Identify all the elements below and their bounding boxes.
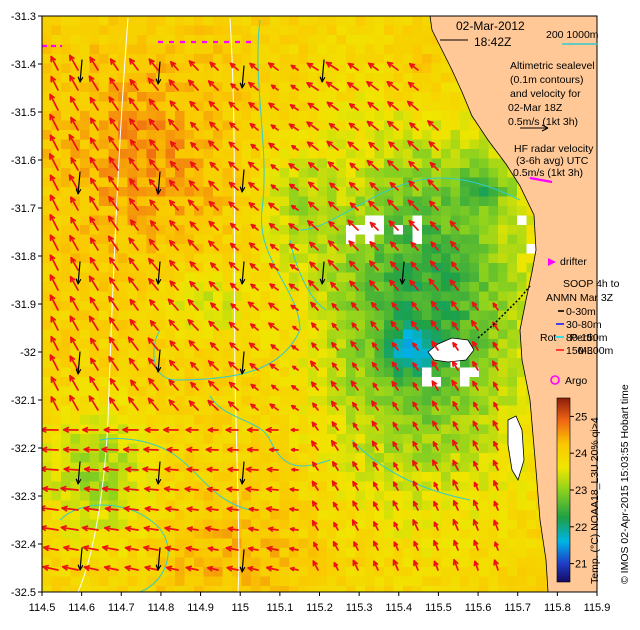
- drifter-symbol: [548, 258, 556, 266]
- y-tick-label: -31.5: [11, 107, 36, 119]
- x-tick-label: 115.8: [544, 602, 571, 614]
- svg-text:Altimetric sealevel: Altimetric sealevel: [510, 60, 595, 72]
- hf-radar-velocity-arrows: [42, 54, 499, 572]
- y-tick-label: -32.2: [11, 443, 36, 455]
- x-tick-label: 115.1: [266, 602, 293, 614]
- x-tick-label: 115.3: [346, 602, 373, 614]
- land-mass: [429, 16, 597, 592]
- x-tick-label: 114.5: [29, 602, 56, 614]
- svg-text:02-Mar 18Z: 02-Mar 18Z: [508, 102, 563, 114]
- place-perth: Perth: [570, 332, 595, 344]
- reference-line: [77, 17, 129, 592]
- x-tick-label: 115.9: [584, 602, 611, 614]
- y-tick-label: -31.6: [11, 155, 36, 167]
- y-tick-label: -31.4: [11, 59, 36, 71]
- x-tick-label: 115.7: [504, 602, 531, 614]
- svg-text:drifter: drifter: [560, 256, 587, 268]
- svg-text:HF radar velocity: HF radar velocity: [514, 143, 594, 155]
- y-tick-label: -32.1: [11, 395, 36, 407]
- longitude-axis: 114.5 114.6 114.7 114.8 114.9 115 115.1 115.2 11…: [29, 592, 611, 614]
- svg-text:80-150m: 80-150m: [566, 332, 608, 344]
- x-tick-label: 115.2: [306, 602, 333, 614]
- svg-text:(0.1m contours): (0.1m contours): [510, 74, 584, 86]
- x-tick-label: 115.5: [425, 602, 452, 614]
- soop-legend: SOOP 4h to ANMN Mar 3Z 0-30m 30-80m 80-1…: [546, 278, 620, 357]
- svg-text:0-30m: 0-30m: [566, 306, 596, 318]
- hf-radar-legend: HF radar velocity (3-6h avg) UTC 0.5m/s …: [513, 143, 594, 179]
- svg-text:Argo: Argo: [565, 375, 587, 387]
- x-tick-label: 115.6: [465, 602, 492, 614]
- latitude-axis: -31.3 -31.4 -31.5 -31.6 -31.7 -31.8 -31.9 -32 -3…: [11, 11, 42, 599]
- x-tick-label: 114.8: [148, 602, 175, 614]
- garden-island: [507, 415, 525, 481]
- colorbar-tick-label: 24: [575, 448, 587, 460]
- y-tick-label: -32.5: [11, 587, 36, 599]
- x-tick-label: 115: [231, 602, 249, 614]
- x-tick-label: 114.6: [68, 602, 95, 614]
- svg-text:SOOP 4h to: SOOP 4h to: [563, 278, 620, 290]
- drifter-track: [42, 40, 553, 184]
- svg-text:ANMN Mar 3Z: ANMN Mar 3Z: [546, 292, 614, 304]
- argo-symbol: [550, 375, 560, 385]
- place-rottnest: Rot: [540, 332, 556, 344]
- x-tick-label: 114.7: [108, 602, 135, 614]
- colorbar-tick-label: 21: [575, 559, 587, 571]
- y-tick-label: -32: [20, 347, 36, 359]
- soop-track: [477, 285, 531, 339]
- x-tick-label: 114.9: [187, 602, 214, 614]
- y-tick-label: -31.7: [11, 203, 36, 215]
- y-tick-label: -31.8: [11, 251, 36, 263]
- place-ml: ML: [578, 345, 593, 357]
- y-tick-label: -31.3: [11, 11, 36, 23]
- svg-text:and velocity for: and velocity for: [510, 88, 581, 100]
- svg-text:150-300m: 150-300m: [566, 345, 614, 357]
- x-tick-label: 115.4: [385, 602, 412, 614]
- temperature-colorbar: 25 24 23 22 21: [556, 397, 587, 583]
- map-date: 02-Mar-2012: [456, 19, 525, 33]
- svg-text:0.5m/s (1kt 3h): 0.5m/s (1kt 3h): [508, 116, 578, 128]
- svg-text:30-80m: 30-80m: [566, 319, 602, 331]
- credit-text: © IMOS 02-Apr-2015 15:03:55 Hobart time: [619, 384, 631, 584]
- colorbar-tick-label: 23: [575, 485, 587, 497]
- colorbar-label: Temp. (°C) NOAA18_L3U 20% qi>4: [589, 417, 601, 584]
- altimetry-velocity-arrows: [75, 59, 406, 573]
- altimetry-legend: Altimetric sealevel (0.1m contours) and …: [508, 60, 595, 132]
- bathymetry-scale-label: 200 1000m: [546, 29, 599, 41]
- argo-legend: Argo: [550, 375, 587, 387]
- drifter-legend: drifter: [548, 256, 587, 268]
- svg-text:(3-6h avg) UTC: (3-6h avg) UTC: [516, 155, 589, 167]
- y-tick-label: -31.9: [11, 299, 36, 311]
- colorbar-tick-label: 22: [575, 522, 587, 534]
- rottnest-island: [427, 337, 475, 363]
- y-tick-label: -32.3: [11, 491, 36, 503]
- colorbar-tick-label: 25: [575, 411, 587, 423]
- y-tick-label: -32.4: [11, 539, 36, 551]
- svg-text:0.5m/s (1kt 3h): 0.5m/s (1kt 3h): [513, 167, 583, 179]
- map-time: 18:42Z: [474, 35, 511, 49]
